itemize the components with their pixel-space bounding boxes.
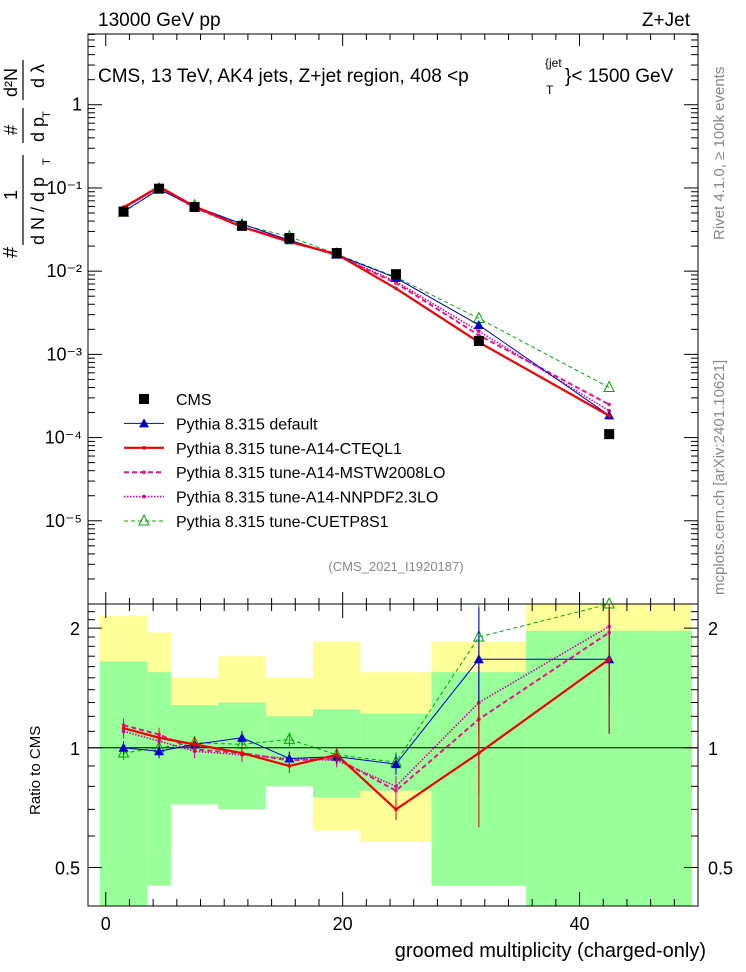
cteql1-marker: [394, 286, 398, 291]
mstw-marker: [394, 788, 398, 793]
cteql1-marker: [334, 753, 339, 757]
cuetp-marker: [117, 745, 130, 758]
cteql1-marker: [192, 742, 197, 747]
mstw-marker: [394, 281, 398, 285]
ylabel-frac2-num: #: [1, 125, 21, 135]
main-series: [117, 181, 615, 440]
ylabel-frac2-den: d p: [28, 117, 48, 142]
legend-label-nnpdf: Pythia 8.315 tune-A14-NNPDF2.3LO: [176, 490, 438, 507]
cteql1-marker: [142, 446, 146, 450]
ratio-axes: 0.5 0.51 12 20 20 40: [55, 604, 733, 934]
main-axes: 10⁻⁵ 10⁻⁴ 10⁻³ 10⁻² 10⁻¹ 1: [45, 33, 698, 605]
green-band-bin: [99, 661, 148, 906]
cms-marker: [154, 183, 165, 194]
header-right: Z+Jet: [642, 10, 691, 31]
mstw-main-line: [123, 186, 610, 406]
ratio-y-label: Ratio to CMS: [27, 726, 44, 815]
ratio-y-tick-label-right: 0.5: [708, 858, 733, 878]
nnpdf-marker: [477, 329, 481, 333]
cms-marker: [390, 269, 401, 280]
ratio-y-tick-label-right: 1: [708, 739, 718, 759]
cuetp-marker: [603, 380, 615, 392]
plot-title-sup: {jet: [545, 56, 562, 70]
plot-title: CMS, 13 TeV, AK4 jets, Z+jet region, 408…: [98, 66, 469, 87]
cteql1-marker: [287, 764, 292, 768]
legend: CMS Pythia 8.315 default Pythia 8.315 tune…: [124, 392, 445, 531]
cteql1-marker: [121, 726, 126, 731]
y-tick-label: 1: [72, 95, 82, 115]
y-tick-label: 10⁻²: [46, 261, 82, 281]
y-tick-label: 10⁻¹: [46, 178, 82, 198]
x-tick-label: 0: [101, 914, 111, 934]
cuetp-main-line: [123, 188, 610, 388]
green-band-bin: [147, 672, 171, 886]
default-marker: [236, 732, 247, 742]
ylabel-frac1-den: d N / d p: [28, 177, 48, 245]
default-marker: [473, 320, 484, 330]
ratio-y-tick-label-right: 2: [708, 619, 718, 639]
cms-marker: [604, 429, 615, 440]
cteql1-marker: [240, 751, 244, 755]
cuetp-marker: [283, 732, 296, 744]
default-marker: [154, 746, 165, 756]
cms-marker: [139, 394, 149, 404]
legend-label-cteql1: Pythia 8.315 tune-A14-CTEQL1: [176, 441, 402, 458]
rivet-label: Rivet 4.1.0, ≥ 100k events: [711, 67, 728, 240]
default-marker: [139, 418, 149, 428]
ylabel-frac1-num: 1: [1, 190, 21, 200]
y-tick-label: 10⁻⁵: [45, 511, 82, 531]
legend-label-cuetp: Pythia 8.315 tune-CUETP8S1: [176, 514, 389, 531]
ratio-y-tick-label: 1: [70, 739, 80, 759]
cms-marker: [118, 206, 129, 217]
cteql1-marker: [607, 657, 611, 662]
cteql1-marker: [477, 751, 481, 755]
default-main-line: [123, 188, 610, 416]
cteql1-marker: [157, 735, 161, 740]
plot-title-sub: T: [546, 83, 554, 97]
x-axis-label: groomed multiplicity (charged-only): [395, 940, 706, 962]
analysis-watermark: (CMS_2021_I1920187): [328, 559, 463, 574]
ratio-y-tick-label: 2: [70, 619, 80, 639]
default-marker: [284, 753, 295, 763]
cteql1-marker: [394, 807, 398, 812]
ratio-plot-frame: [87, 603, 699, 907]
ylabel-frac3-den: d λ: [28, 64, 48, 88]
legend-label-mstw: Pythia 8.315 tune-A14-MSTW2008LO: [176, 465, 445, 482]
nnpdf-marker: [142, 494, 146, 499]
ratio-y-tick-label: 0.5: [55, 858, 80, 878]
ratio-series: [117, 596, 615, 828]
ylabel-hash: #: [0, 246, 22, 258]
default-marker: [118, 742, 129, 752]
x-tick-label: 20: [333, 914, 353, 934]
cms-marker: [473, 335, 484, 346]
cms-marker: [189, 202, 200, 213]
main-y-label: # 1 d N / d p T # d p T d²N d λ: [0, 60, 53, 258]
default-marker: [473, 654, 484, 664]
header-left: 13000 GeV pp: [98, 10, 221, 31]
legend-label-default: Pythia 8.315 default: [176, 416, 318, 433]
cms-marker: [331, 248, 342, 259]
mcplots-label: mcplots.cern.ch [arXiv:2401.10621]: [711, 360, 728, 595]
mstw-marker: [142, 470, 146, 475]
nnpdf-main-line: [123, 187, 610, 412]
ylabel-T1: T: [41, 158, 53, 165]
ylabel-T2: T: [41, 111, 53, 118]
x-tick-label: 40: [570, 914, 590, 934]
cms-marker: [284, 233, 295, 244]
plot-title-end: }< 1500 GeV: [565, 66, 674, 87]
y-tick-label: 10⁻³: [46, 344, 82, 364]
legend-label-cms: CMS: [176, 392, 212, 409]
cteql1-marker: [607, 413, 611, 418]
default-marker: [390, 759, 401, 769]
ylabel-frac3-num: d²N: [1, 68, 21, 97]
y-tick-label: 10⁻⁴: [45, 428, 82, 448]
cuetp-marker: [138, 513, 150, 526]
cteql1-main-line: [122, 185, 610, 417]
mstw-marker: [607, 402, 611, 407]
cms-marker: [236, 220, 247, 231]
